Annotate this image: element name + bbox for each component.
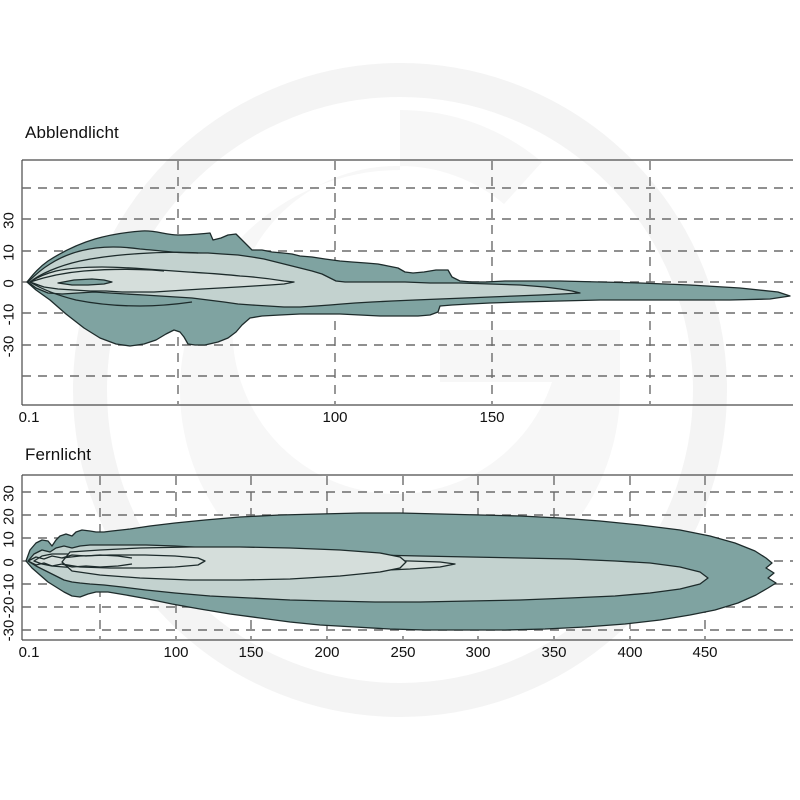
contour-hotspot	[57, 278, 113, 286]
y-tick-label-top-0: 0	[0, 279, 18, 288]
x-tick-label-bottom-0.1: 0.1	[18, 644, 40, 661]
plot-area-fernlicht	[21, 474, 793, 641]
contour-line-b	[27, 560, 133, 568]
contour-core	[61, 546, 407, 581]
contour-line-b	[29, 281, 193, 307]
x-tick-label-top-100: 100	[322, 409, 348, 426]
contour-mid	[27, 246, 581, 308]
contour-inner	[29, 266, 295, 293]
x-tick-label-bottom-200: 200	[314, 644, 340, 661]
isolux-contours-abblendlicht	[26, 230, 791, 347]
x-tick-label-bottom-250: 250	[390, 644, 416, 661]
isolux-contours-fernlicht	[25, 512, 777, 631]
chart-abblendlicht: Abblendlicht	[0, 123, 793, 426]
contour-line-c	[29, 268, 165, 283]
chart-title-abblendlicht: Abblendlicht	[25, 123, 119, 142]
x-tick-label-bottom-100: 100	[163, 644, 189, 661]
plot-area-abblendlicht	[21, 159, 793, 406]
y-tick-label-top-minus10: -10	[0, 303, 18, 326]
x-tick-label-top-150: 150	[479, 409, 505, 426]
axis-frame	[21, 474, 793, 641]
y-tick-label-bottom-minus30: -30	[0, 619, 18, 642]
chart-title-fernlicht: Fernlicht	[25, 445, 92, 464]
x-tick-label-bottom-350: 350	[541, 644, 567, 661]
y-tick-label-top-30: 30	[0, 212, 18, 229]
x-tick-label-bottom-400: 400	[617, 644, 643, 661]
y-tick-label-top-minus30: -30	[0, 335, 18, 358]
contour-line-a	[29, 251, 199, 283]
chart-fernlicht: Fernlicht	[0, 440, 800, 800]
y-tick-label-top-10: 10	[0, 244, 18, 261]
x-tick-label-top-0.1: 0.1	[18, 409, 40, 426]
contour-line-c	[61, 554, 206, 569]
x-tick-label-bottom-450: 450	[692, 644, 718, 661]
x-tick-label-bottom-300: 300	[465, 644, 491, 661]
grid-vertical	[177, 161, 651, 404]
x-tick-label-bottom-150: 150	[238, 644, 264, 661]
